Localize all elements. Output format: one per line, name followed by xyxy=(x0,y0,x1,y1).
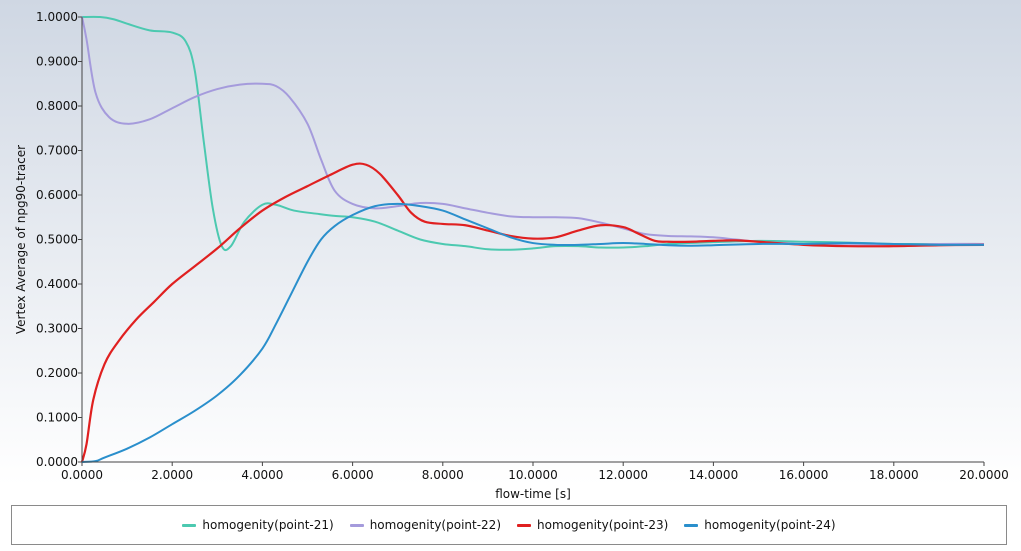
y-tick-label: 0.6000 xyxy=(36,188,78,202)
series-line-1 xyxy=(81,15,984,252)
series-line-3 xyxy=(80,162,985,463)
x-tick-label: 8.0000 xyxy=(422,468,464,482)
legend-swatch xyxy=(517,523,531,527)
legend-item: homogenity(point-21) xyxy=(182,518,334,532)
legend-label: homogenity(point-24) xyxy=(704,518,836,532)
y-tick-label: 1.0000 xyxy=(36,10,78,24)
legend-item: homogenity(point-24) xyxy=(684,518,836,532)
chart-legend: homogenity(point-21) homogenity(point-22)… xyxy=(11,505,1007,545)
y-tick-label: 0.5000 xyxy=(36,233,78,247)
x-tick-label: 16.0000 xyxy=(779,468,829,482)
x-tick-label: 20.0000 xyxy=(959,468,1009,482)
y-tick-label: 0.0000 xyxy=(36,455,78,469)
y-tick-label: 0.2000 xyxy=(36,366,78,380)
series-lines xyxy=(80,15,985,463)
x-tick-label: 14.0000 xyxy=(689,468,739,482)
y-tick-label: 0.9000 xyxy=(36,55,78,69)
y-tick-label: 0.1000 xyxy=(36,411,78,425)
x-tick-label: 2.0000 xyxy=(151,468,193,482)
line-chart: 0.0000 2.0000 4.0000 6.0000 8.0000 10.0000 12.… xyxy=(14,10,1009,501)
y-tick-label: 0.4000 xyxy=(36,277,78,291)
legend-swatch xyxy=(684,523,699,527)
x-tick-label: 12.0000 xyxy=(598,468,648,482)
series-line-4 xyxy=(81,202,985,463)
x-axis-ticks: 0.0000 2.0000 4.0000 6.0000 8.0000 10.0000 12.… xyxy=(61,462,1009,482)
x-tick-label: 4.0000 xyxy=(241,468,283,482)
y-tick-label: 0.7000 xyxy=(36,144,78,158)
x-tick-label: 6.0000 xyxy=(332,468,374,482)
legend-label: homogenity(point-22) xyxy=(369,518,501,532)
legend-item: homogenity(point-23) xyxy=(517,518,668,532)
x-tick-label: 10.0000 xyxy=(508,468,558,482)
legend-swatch xyxy=(182,523,197,527)
y-tick-label: 0.8000 xyxy=(36,99,78,113)
x-axis-title: flow-time [s] xyxy=(495,487,571,501)
y-axis-title: Vertex Average of npg90-tracer xyxy=(14,145,28,334)
x-tick-label: 0.0000 xyxy=(61,468,103,482)
x-tick-label: 18.0000 xyxy=(869,468,919,482)
series-line-2 xyxy=(81,16,985,247)
y-axis-ticks: 0.0000 0.1000 0.2000 0.3000 0.4000 0.5000 0.60… xyxy=(36,10,82,469)
legend-item: homogenity(point-22) xyxy=(349,518,501,532)
legend-label: homogenity(point-21) xyxy=(202,518,334,532)
legend-swatch xyxy=(349,523,364,527)
legend-label: homogenity(point-23) xyxy=(537,518,669,532)
y-tick-label: 0.3000 xyxy=(36,322,78,336)
